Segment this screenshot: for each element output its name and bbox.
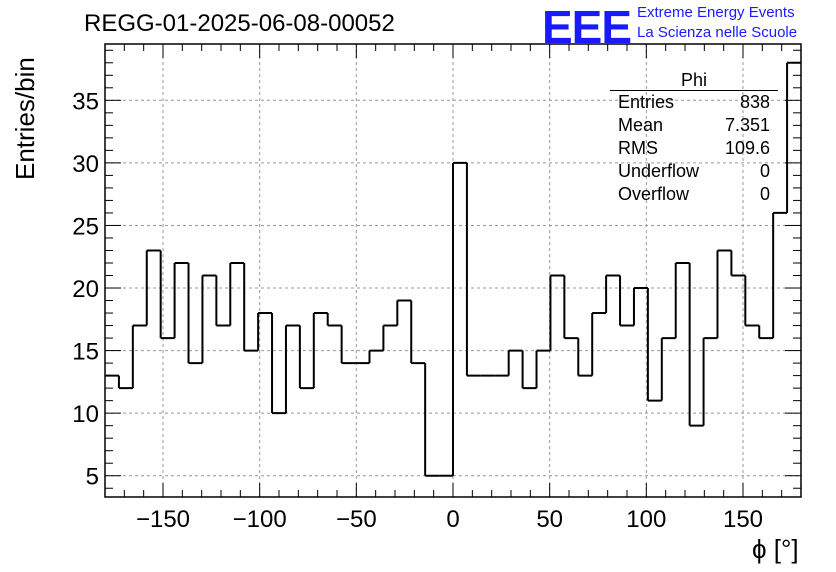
logo-caption-line2: La Scienza nelle Scuole [637,24,798,41]
stats-label: Underflow [618,161,700,181]
stats-value: 109.6 [724,138,770,158]
histogram-bin [535,349,551,389]
histogram-bin [159,250,175,340]
histogram-bin [424,363,440,477]
stats-row-entries: Entries 838 [610,91,778,114]
x-tick-label: −150 [136,506,190,533]
plot-title: REGG-01-2025-06-08-00052 [84,10,395,37]
histogram-bin [521,350,537,390]
stats-value: 0 [759,161,770,181]
x-tick-label: −50 [336,506,377,533]
histogram-bin [229,261,245,326]
histogram-bin [507,349,523,376]
histogram-bin [632,287,648,326]
histogram-bin [243,262,259,352]
histogram-bin [716,249,732,339]
histogram-bin [201,274,217,364]
x-tick-label: 100 [626,506,666,533]
stats-label: Entries [618,92,675,112]
histogram-bin [730,250,746,277]
y-tick-label: 20 [72,276,99,303]
stats-row-overflow: Overflow 0 [610,183,778,206]
histogram-bin [744,275,760,327]
stats-row-mean: Mean 7.351 [610,114,778,137]
eee-logo: EEE [542,1,632,53]
histogram-bin [271,313,286,415]
histogram-bin [591,312,607,376]
histogram-bin [298,325,314,390]
x-tick-label: 150 [723,506,763,533]
histogram-bin [396,299,412,326]
stats-value: 0 [759,184,770,204]
y-tick-label: 5 [86,464,99,491]
y-tick-label: 30 [72,151,99,178]
logo-caption-line1: Extreme Energy Events [637,4,795,21]
stats-title: Phi [610,70,778,91]
histogram-bin [257,312,273,351]
histogram-bin [326,313,342,327]
histogram-bin [452,161,467,476]
stats-row-underflow: Underflow 0 [610,160,778,183]
stats-box: Phi Entries 838 Mean 7.351 RMS 109.6 Und… [610,70,778,206]
histogram-bin [284,324,300,414]
stats-value: 7.351 [724,115,770,135]
stats-row-rms: RMS 109.6 [610,137,778,160]
histogram-bin [145,249,161,326]
histogram-bin [772,211,788,339]
y-tick-label: 25 [72,213,99,240]
histogram-bin [688,262,704,427]
y-tick-label: 35 [72,88,99,115]
histogram-bin [660,337,676,401]
stats-label: RMS [618,138,658,158]
logo-caption: Extreme Energy Events La Scienza nelle S… [637,3,797,43]
histogram-bin [131,324,147,389]
histogram-bin [702,337,718,426]
y-axis-label: Entries/bin [10,57,40,180]
histogram-bin [382,324,398,351]
histogram-bin [368,349,384,364]
histogram-bin [605,274,621,314]
histogram-bin [312,312,328,389]
x-axis-label: ϕ [°] [752,534,799,564]
histogram-bin [577,338,593,377]
x-tick-label: −100 [233,506,287,533]
histogram-bin [549,274,565,351]
y-tick-label: 15 [72,339,99,366]
histogram-bin [187,262,203,365]
stats-label: Overflow [618,184,690,204]
histogram-bin [173,261,189,339]
histogram-bin [340,325,356,365]
histogram-bin [619,275,634,327]
stats-label: Mean [618,115,664,135]
x-tick-label: 0 [446,506,459,533]
stats-value: 838 [739,92,770,112]
histogram-bin [758,325,774,340]
histogram-bin [410,300,426,365]
histogram-bin [674,261,690,339]
histogram-bin [117,375,133,390]
histogram-bin [646,288,662,402]
histogram-bin [465,162,481,377]
y-tick-label: 10 [72,401,99,428]
x-tick-label: 50 [536,506,563,533]
histogram-bin [215,275,231,327]
histogram-bin [563,275,579,340]
